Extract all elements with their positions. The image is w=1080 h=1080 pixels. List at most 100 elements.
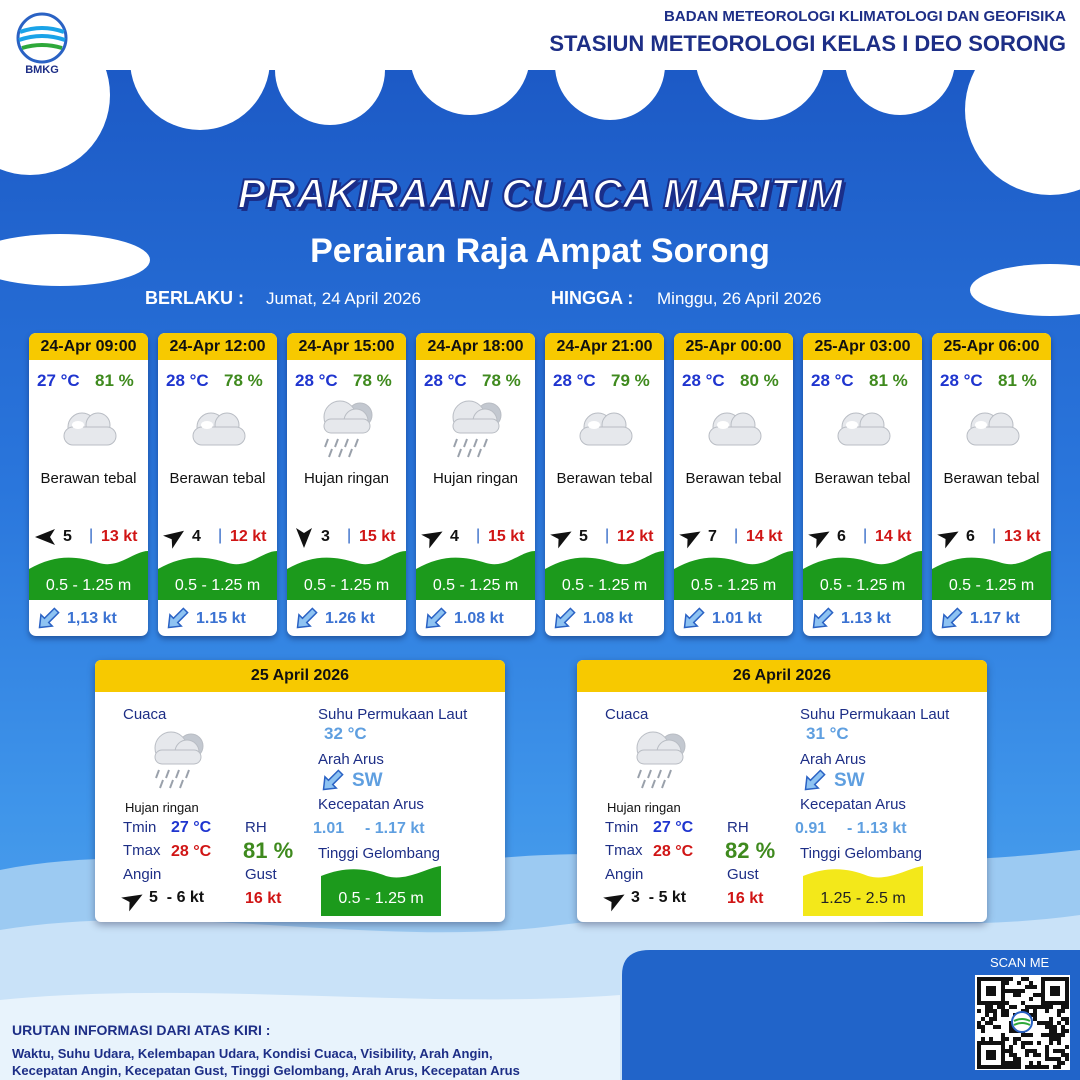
cloud	[275, 15, 385, 125]
wave-shape	[321, 866, 441, 916]
sst: 32 °C	[324, 724, 367, 743]
current-arrow	[941, 607, 963, 629]
wave-shape	[287, 551, 406, 600]
gust: 13 kt	[1004, 528, 1041, 545]
qr-cell	[1025, 985, 1029, 989]
wave-height: 0.5 - 1.25 m	[303, 577, 390, 594]
cloud	[837, 412, 891, 446]
current-speed: 1.26 kt	[325, 610, 375, 627]
qr-cell	[1061, 1061, 1065, 1065]
wave-height: 0.5 - 1.25 m	[174, 577, 261, 594]
cloud-icon	[63, 412, 117, 446]
qr-cell	[1025, 1009, 1029, 1013]
qr-cell	[1053, 1033, 1057, 1037]
cloud-shine	[975, 421, 987, 429]
temperature: 28 °C	[553, 371, 596, 390]
qr-cell	[1041, 1005, 1045, 1009]
panel-date: 26 April 2026	[577, 660, 987, 692]
label: Arah Arus	[318, 751, 384, 768]
qr-cell	[1005, 1009, 1009, 1013]
subtitle: Perairan Raja Ampat Sorong	[310, 232, 770, 270]
qr-cell	[1049, 1041, 1053, 1045]
qr-cell	[1057, 1009, 1061, 1013]
cloud-part	[636, 749, 684, 765]
daily-panel: 25 April 2026 Cuaca Hujan ringan Tmin 27 °C T…	[95, 660, 505, 922]
current-speed: 1,13 kt	[67, 610, 117, 627]
weather: Hujan ringan	[432, 470, 519, 487]
arrow	[550, 531, 572, 549]
wind-arrow	[603, 894, 625, 912]
qr-cell	[1049, 1005, 1053, 1009]
rain-drop	[155, 769, 160, 779]
wind-arrow	[679, 531, 701, 549]
cloud	[555, 10, 665, 120]
rain-drop	[179, 779, 184, 789]
wave-fill	[545, 551, 664, 600]
logo-text: BMKG	[25, 64, 59, 76]
humidity: 79 %	[611, 371, 650, 390]
valid-to: Minggu, 26 April 2026	[657, 289, 822, 308]
qr-cell	[1061, 1017, 1065, 1021]
wave-shape	[416, 551, 535, 600]
wind-speed: 6	[966, 528, 975, 545]
arrow	[163, 530, 185, 549]
wind-speed: 3	[321, 528, 330, 545]
qr-cell	[1029, 997, 1033, 1001]
forecast-card: 24-Apr 09:00 27 °C 81 % Berawan tebal 5 | 13 k…	[29, 333, 148, 636]
wave-shape	[158, 551, 277, 600]
qr-cell	[1013, 1053, 1017, 1057]
qr-cell	[1061, 1049, 1065, 1053]
rain-drop	[354, 438, 359, 448]
valid-from-label: BERLAKU :	[145, 288, 244, 308]
current-arrow	[554, 607, 576, 629]
qr-cell	[1005, 1001, 1009, 1005]
qr-cell	[1033, 1009, 1037, 1013]
legend-title: URUTAN INFORMASI DARI ATAS KIRI :	[12, 1022, 271, 1038]
qr-cell	[1053, 1049, 1057, 1053]
wave-height: 0.5 - 1.25 m	[45, 577, 132, 594]
qr-cell	[1029, 1033, 1033, 1037]
qr-cell	[1017, 981, 1021, 985]
qr-cell	[989, 1017, 993, 1021]
rain-drop	[661, 779, 666, 789]
logo-land	[21, 43, 63, 50]
qr-cell	[1037, 1041, 1041, 1045]
humidity: 78 %	[482, 371, 521, 390]
qr-cell	[1057, 1037, 1061, 1041]
qr-cell	[1049, 1025, 1053, 1029]
qr-cell	[1049, 1029, 1053, 1033]
qr-cell	[1025, 1041, 1029, 1045]
wave-shape	[932, 551, 1051, 600]
qr-cell	[1025, 1033, 1029, 1037]
rain-drop	[453, 438, 458, 448]
qr-cell	[977, 1025, 981, 1029]
qr-cell	[1057, 1041, 1061, 1045]
rain-drop	[165, 769, 170, 779]
wave-fill	[803, 551, 922, 600]
cloud	[695, 0, 825, 120]
qr-cell	[1033, 1005, 1037, 1009]
cloud-icon	[192, 412, 246, 446]
rain-drop	[328, 448, 333, 458]
qr-cell	[1025, 1065, 1029, 1069]
wave-fill	[321, 866, 441, 916]
gust: 13 kt	[101, 528, 138, 545]
qr-finder	[986, 1050, 996, 1060]
qr-finder	[1050, 986, 1060, 996]
qr-cell	[1021, 1033, 1025, 1037]
qr-cell	[993, 1017, 997, 1021]
cloud	[0, 234, 150, 286]
qr-cell	[1065, 1057, 1069, 1061]
qr-cell	[1053, 1029, 1057, 1033]
cloud-shine	[846, 421, 858, 429]
rain-icon	[452, 400, 502, 458]
label: Cuaca	[605, 706, 649, 723]
qr-cell	[1065, 1029, 1069, 1033]
current-max: - 1.13 kt	[847, 820, 907, 837]
humidity: 81 %	[869, 371, 908, 390]
label: RH	[245, 819, 267, 836]
qr-cell	[1001, 1013, 1005, 1017]
rain-drop	[473, 438, 478, 448]
cloud	[410, 0, 530, 115]
